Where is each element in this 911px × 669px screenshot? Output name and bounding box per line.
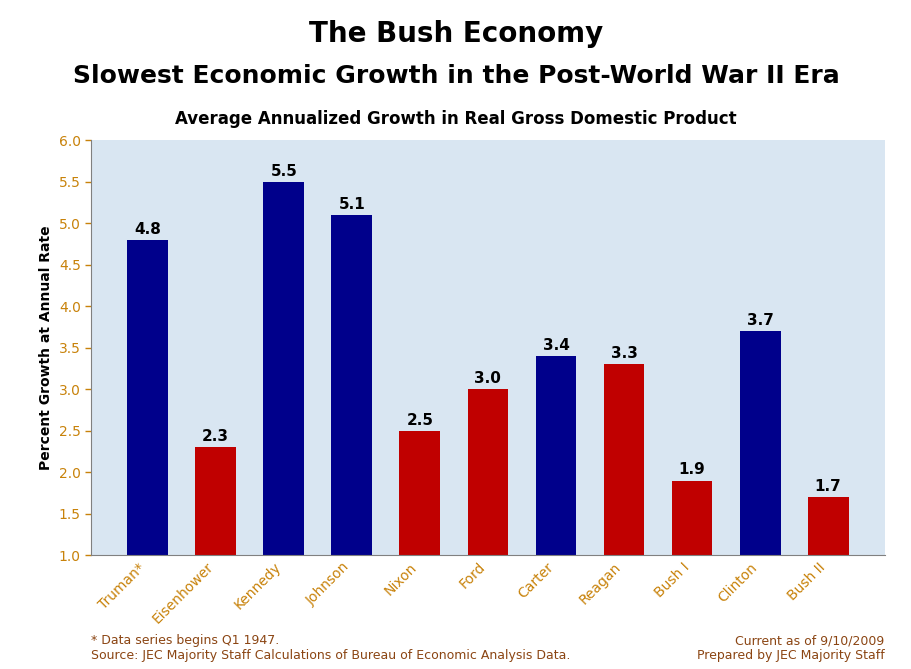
Text: 3.4: 3.4 xyxy=(542,338,568,353)
Bar xyxy=(739,331,780,555)
Bar xyxy=(128,240,168,555)
Text: 5.5: 5.5 xyxy=(270,164,297,179)
Text: 1.7: 1.7 xyxy=(814,479,841,494)
Y-axis label: Percent Growth at Annual Rate: Percent Growth at Annual Rate xyxy=(39,225,53,470)
Text: 4.8: 4.8 xyxy=(134,221,161,237)
Text: 3.0: 3.0 xyxy=(474,371,501,386)
Text: 3.7: 3.7 xyxy=(746,313,773,328)
Text: 5.1: 5.1 xyxy=(338,197,364,212)
Bar xyxy=(807,497,847,555)
Text: 3.3: 3.3 xyxy=(609,346,637,361)
Bar xyxy=(195,448,236,555)
Text: 2.3: 2.3 xyxy=(202,429,229,444)
Bar xyxy=(331,215,372,555)
Bar xyxy=(670,480,711,555)
Text: 1.9: 1.9 xyxy=(678,462,705,477)
Bar xyxy=(535,356,576,555)
Bar xyxy=(263,182,304,555)
Text: 2.5: 2.5 xyxy=(406,413,433,427)
Bar xyxy=(603,365,644,555)
Text: Average Annualized Growth in Real Gross Domestic Product: Average Annualized Growth in Real Gross … xyxy=(175,110,736,128)
Text: Slowest Economic Growth in the Post-World War II Era: Slowest Economic Growth in the Post-Worl… xyxy=(73,64,838,88)
Text: The Bush Economy: The Bush Economy xyxy=(309,20,602,48)
Text: * Data series begins Q1 1947.
Source: JEC Majority Staff Calculations of Bureau : * Data series begins Q1 1947. Source: JE… xyxy=(91,634,570,662)
Bar xyxy=(467,389,507,555)
Bar xyxy=(399,431,440,555)
Text: Current as of 9/10/2009
Prepared by JEC Majority Staff: Current as of 9/10/2009 Prepared by JEC … xyxy=(696,634,884,662)
